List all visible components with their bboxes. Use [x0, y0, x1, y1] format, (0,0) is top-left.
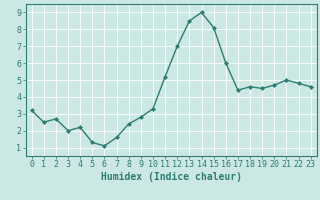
X-axis label: Humidex (Indice chaleur): Humidex (Indice chaleur): [101, 172, 242, 182]
